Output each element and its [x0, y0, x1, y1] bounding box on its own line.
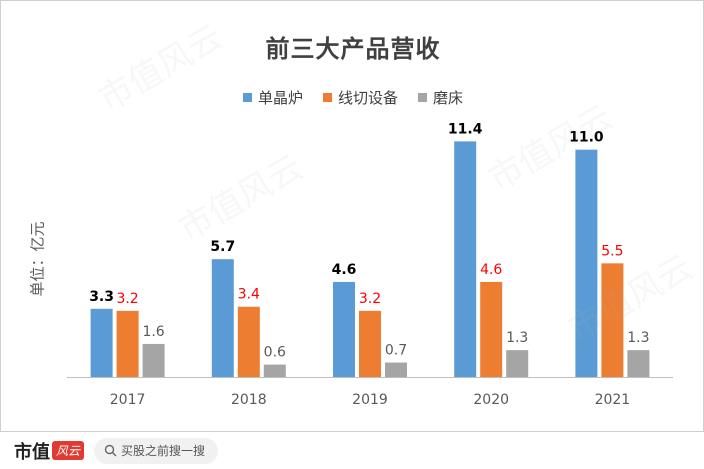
bar-2018-series-2: [263, 364, 286, 377]
data-label-2017-series-0: 3.3: [89, 289, 114, 305]
bar-2019-series-2: [385, 362, 407, 377]
data-label-2020-series-0: 11.4: [448, 121, 483, 137]
data-label-2019-series-0: 4.6: [332, 262, 357, 278]
search-placeholder: 买股之前搜一搜: [121, 444, 206, 458]
x-tick-label-2017: 2017: [110, 392, 146, 408]
data-label-2017-series-1: 3.2: [116, 291, 138, 307]
bar-2020-series-0: [454, 141, 477, 377]
bar-2021-series-0: [575, 149, 598, 377]
footer-bar: 市值 风云 买股之前搜一搜: [0, 432, 704, 469]
data-label-2021-series-1: 5.5: [601, 243, 623, 259]
data-label-2019-series-1: 3.2: [359, 291, 381, 307]
data-label-2017-series-2: 1.6: [142, 324, 164, 340]
legend-label-series-2: 磨床: [433, 89, 464, 107]
x-tick-label-2018: 2018: [231, 392, 267, 408]
logo-text: 市值: [14, 441, 50, 463]
bar-2020-series-2: [506, 350, 529, 377]
bar-2018-series-1: [237, 306, 260, 377]
chart-title: 前三大产品营收: [265, 35, 441, 63]
legend-item-series-0: 单晶炉: [242, 87, 303, 108]
x-tick-label-2019: 2019: [352, 392, 388, 408]
bar-2017-series-0: [90, 308, 113, 377]
data-label-2018-series-2: 0.6: [264, 345, 286, 361]
search-icon: [104, 444, 117, 457]
search-box[interactable]: 买股之前搜一搜: [94, 437, 219, 464]
legend-item-series-1: 线切设备: [322, 87, 398, 108]
bar-2020-series-1: [480, 281, 503, 377]
bar-2021-series-2: [627, 350, 650, 377]
x-tick-label-2021: 2021: [595, 392, 631, 408]
legend-swatch-series-0: [242, 93, 252, 102]
logo-stamp: 风云: [52, 441, 85, 460]
legend-label-series-0: 单晶炉: [257, 89, 303, 107]
data-label-2021-series-0: 11.0: [569, 130, 604, 146]
data-label-2020-series-1: 4.6: [480, 262, 502, 278]
bar-2017-series-1: [116, 310, 139, 377]
bar-2017-series-2: [142, 343, 165, 377]
legend-swatch-series-1: [322, 93, 332, 102]
chart-card: 前三大产品营收 单晶炉 线切设备 磨床 单位：亿元 3.3 3.2 1.6 2017 5…: [0, 0, 704, 432]
bar-2021-series-1: [601, 263, 624, 377]
legend-label-series-1: 线切设备: [337, 89, 398, 107]
bar-chart: 3.3 3.21.620175.73.40.620184.63.20.720191…: [67, 121, 673, 408]
data-label-2018-series-0: 5.7: [210, 239, 235, 255]
brand-logo: 市值 风云: [14, 438, 85, 464]
data-label-2019-series-2: 0.7: [385, 343, 407, 359]
bar-2019-series-0: [333, 281, 355, 377]
data-label-2018-series-1: 3.4: [238, 287, 260, 303]
data-label-2021-series-2: 1.3: [627, 330, 649, 346]
legend-swatch-series-2: [418, 93, 427, 102]
legend-item-series-2: 磨床: [418, 87, 463, 108]
x-tick-label-2020: 2020: [473, 392, 509, 408]
bar-2019-series-1: [359, 310, 381, 377]
data-label-2020-series-2: 1.3: [506, 330, 528, 346]
bar-2018-series-0: [211, 259, 234, 377]
legend: 单晶炉 线切设备 磨床: [1, 87, 704, 108]
